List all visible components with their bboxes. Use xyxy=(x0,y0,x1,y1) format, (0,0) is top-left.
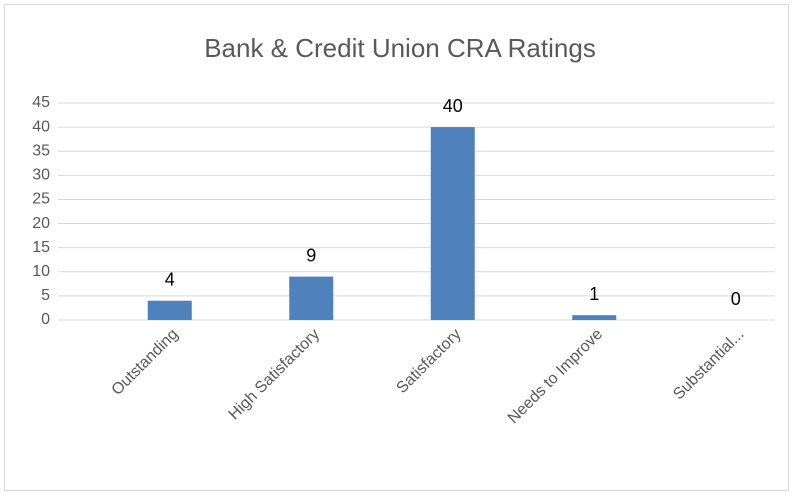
y-tick-label: 35 xyxy=(32,142,50,159)
chart-title: Bank & Credit Union CRA Ratings xyxy=(204,33,596,63)
value-label: 9 xyxy=(306,245,316,265)
y-tick-label: 15 xyxy=(32,239,50,256)
bar xyxy=(147,300,192,320)
y-tick-label: 20 xyxy=(32,215,50,232)
y-tick-label: 40 xyxy=(32,118,50,135)
value-label: 0 xyxy=(731,289,741,309)
y-tick-label: 25 xyxy=(32,191,50,208)
bar xyxy=(430,127,475,320)
value-label: 40 xyxy=(443,96,463,116)
y-tick-label: 10 xyxy=(32,263,50,280)
y-tick-label: 5 xyxy=(41,287,50,304)
y-tick-label: 45 xyxy=(32,94,50,111)
bar xyxy=(289,276,334,320)
y-tick-label: 0 xyxy=(41,311,50,328)
value-label: 4 xyxy=(165,269,175,289)
y-tick-label: 30 xyxy=(32,167,50,184)
bar xyxy=(572,315,617,320)
value-label: 1 xyxy=(589,284,599,304)
